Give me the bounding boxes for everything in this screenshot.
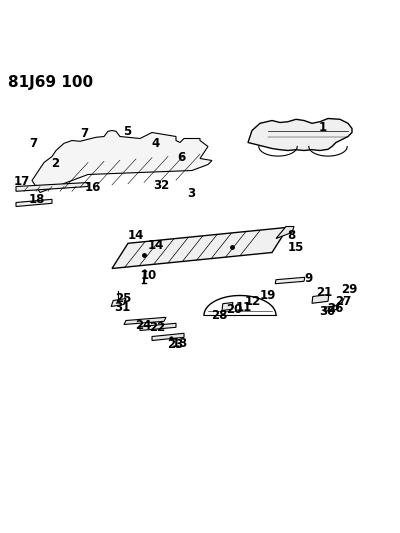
Text: 30: 30 <box>319 305 336 318</box>
Text: 16: 16 <box>85 181 101 194</box>
Text: 10: 10 <box>141 269 157 282</box>
Text: 7: 7 <box>80 127 88 140</box>
Polygon shape <box>16 182 88 191</box>
Polygon shape <box>32 131 212 192</box>
Text: 20: 20 <box>226 303 242 316</box>
Text: 2: 2 <box>51 157 59 170</box>
Text: 31: 31 <box>114 301 131 314</box>
Text: 14: 14 <box>128 229 144 242</box>
Text: 6: 6 <box>177 151 186 164</box>
Text: 25: 25 <box>115 292 132 305</box>
Text: 32: 32 <box>153 179 170 192</box>
Polygon shape <box>222 303 233 311</box>
Text: 23: 23 <box>167 338 184 351</box>
Text: 12: 12 <box>245 295 261 308</box>
Text: 5: 5 <box>123 125 132 138</box>
Text: 9: 9 <box>305 272 313 285</box>
Text: 27: 27 <box>335 295 352 308</box>
Text: 22: 22 <box>149 321 166 334</box>
Text: 15: 15 <box>287 241 304 254</box>
Text: 29: 29 <box>341 283 358 296</box>
Polygon shape <box>140 324 176 330</box>
Polygon shape <box>275 277 305 284</box>
Text: 4: 4 <box>151 137 160 150</box>
Text: 26: 26 <box>327 302 344 314</box>
Text: 19: 19 <box>259 289 276 302</box>
Polygon shape <box>324 305 339 311</box>
Polygon shape <box>276 227 294 238</box>
Text: 13: 13 <box>171 337 188 350</box>
Polygon shape <box>152 333 184 341</box>
Polygon shape <box>16 199 52 206</box>
Polygon shape <box>111 298 126 306</box>
Text: 24: 24 <box>135 319 152 332</box>
Text: 21: 21 <box>316 286 332 300</box>
Polygon shape <box>312 295 329 303</box>
Polygon shape <box>124 317 166 325</box>
Text: 81J69 100: 81J69 100 <box>8 75 93 90</box>
Polygon shape <box>248 118 352 150</box>
Text: 3: 3 <box>187 187 195 200</box>
Text: 17: 17 <box>14 175 30 188</box>
Text: 28: 28 <box>211 309 228 322</box>
Text: 1: 1 <box>318 121 326 134</box>
Text: 18: 18 <box>29 193 45 206</box>
Text: 11: 11 <box>235 301 252 314</box>
Text: 8: 8 <box>287 229 296 242</box>
Text: 7: 7 <box>29 137 37 150</box>
Text: 14: 14 <box>147 239 164 252</box>
Polygon shape <box>112 227 288 269</box>
